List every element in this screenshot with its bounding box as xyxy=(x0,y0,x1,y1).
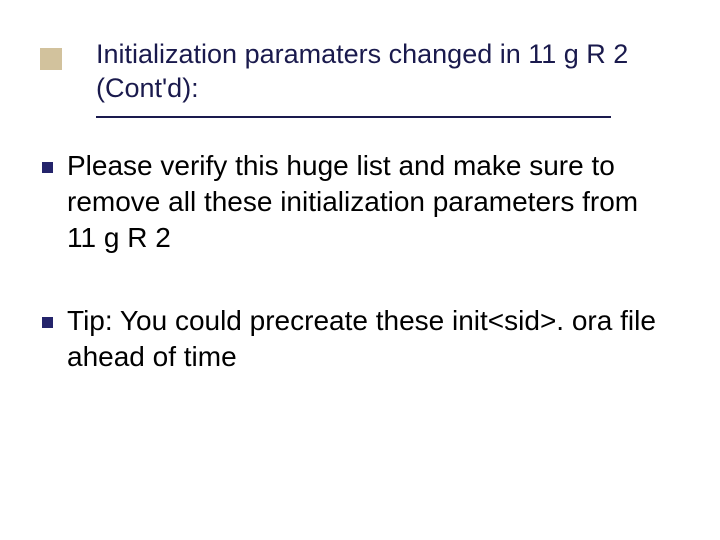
bullet-item: Tip: You could precreate these init<sid>… xyxy=(42,303,670,375)
bullet-text: Please verify this huge list and make su… xyxy=(67,148,670,255)
title-underline xyxy=(96,116,611,118)
slide-title: Initialization paramaters changed in 11 … xyxy=(96,38,670,106)
accent-square xyxy=(40,48,62,70)
square-bullet-icon xyxy=(42,317,53,328)
square-bullet-icon xyxy=(42,162,53,173)
bullet-text: Tip: You could precreate these init<sid>… xyxy=(67,303,670,375)
bullet-item: Please verify this huge list and make su… xyxy=(42,148,670,255)
bullet-list: Please verify this huge list and make su… xyxy=(42,148,670,423)
